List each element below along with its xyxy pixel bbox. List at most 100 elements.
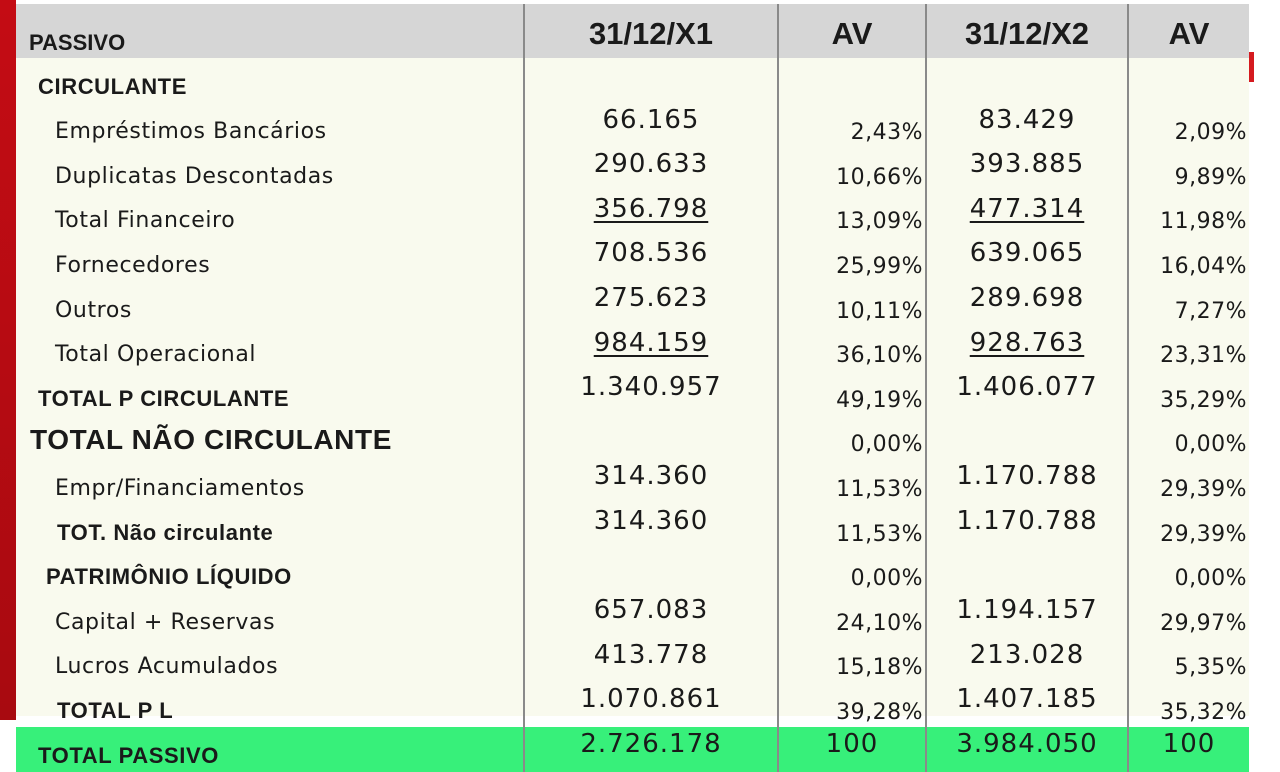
table-row: Fornecedores 708.536 25,99% 639.065 16,04% — [16, 236, 1249, 281]
value-x1: 275.623 — [523, 280, 778, 326]
value-x2: 477.314 — [925, 191, 1128, 237]
av-x2-text: 16,04% — [1160, 253, 1247, 279]
row-label-text: Empr/Financiamentos — [55, 475, 305, 501]
table-row: TOT. Não circulante 314.360 11,53% 1.170.78… — [16, 503, 1249, 549]
value-x1: 1.340.957 — [523, 370, 778, 415]
av-x1-text: 11,53% — [836, 476, 923, 502]
total-value-x2: 3.984.050 — [925, 726, 1128, 772]
header-date-x1: 31/12/X1 — [523, 4, 778, 58]
row-label: Total Financeiro — [16, 192, 524, 237]
value-x1-text: 984.159 — [593, 327, 709, 358]
header-av-x1: AV — [777, 4, 926, 58]
row-label: Total Operacional — [16, 326, 524, 371]
header-date-x2: 31/12/X2 — [925, 4, 1128, 58]
av-x1-text: 39,28% — [836, 699, 923, 725]
table-row: CIRCULANTE — [16, 58, 1249, 103]
value-x1-text: 66.165 — [602, 104, 700, 135]
table-row: TOTAL P CIRCULANTE 1.340.957 49,19% 1.406.0… — [16, 370, 1249, 415]
value-x2: 1.170.788 — [925, 503, 1128, 549]
av-x2-text: 7,27% — [1174, 298, 1247, 324]
av-x2-text: 0,00% — [1174, 432, 1247, 458]
table-row: Empréstimos Bancários 66.165 2,43% 83.429 2,… — [16, 102, 1249, 148]
row-label-text: PATRIMÔNIO LÍQUIDO — [46, 564, 292, 590]
value-x1: 314.360 — [523, 503, 778, 549]
table-row: TOTAL P L 1.070.861 39,28% 1.407.185 35,32% — [16, 682, 1249, 727]
right-accent-mark — [1248, 52, 1254, 82]
av-x1: 36,10% — [777, 325, 926, 371]
value-x2: 1.406.077 — [925, 370, 1128, 415]
value-x2: 639.065 — [925, 236, 1128, 281]
header-label: PASSIVO — [16, 4, 524, 58]
value-x1: 290.633 — [523, 147, 778, 192]
total-av-x1: 100 — [777, 726, 926, 772]
av-x1: 39,28% — [777, 682, 926, 727]
value-x2-text: 639.065 — [969, 238, 1085, 269]
av-x2: 5,35% — [1127, 637, 1249, 683]
liabilities-table: PASSIVO 31/12/X1 AV 31/12/X2 AV CIRCULAN… — [16, 4, 1249, 772]
total-value-x1: 2.726.178 — [523, 726, 778, 772]
value-x2: 1.194.157 — [925, 593, 1128, 638]
row-label-text: Duplicatas Descontadas — [55, 163, 334, 189]
row-label: Empr/Financiamentos — [16, 459, 524, 504]
value-x2 — [925, 548, 1128, 594]
av-x2: 35,29% — [1127, 370, 1249, 415]
av-x2-text: 11,98% — [1160, 209, 1247, 235]
row-label-text: Outros — [55, 297, 132, 323]
av-x1: 11,53% — [777, 503, 926, 549]
av-x2-text: 2,09% — [1174, 120, 1247, 146]
av-x1: 10,11% — [777, 280, 926, 326]
value-x1-text: 356.798 — [593, 193, 709, 224]
row-label: Outros — [16, 281, 524, 326]
table-row: Duplicatas Descontadas 290.633 10,66% 393.8… — [16, 147, 1249, 192]
value-x1: 314.360 — [523, 459, 778, 504]
av-x2: 2,09% — [1127, 102, 1249, 148]
av-x1: 10,66% — [777, 147, 926, 192]
value-x1-text: 657.083 — [593, 595, 709, 626]
value-x1-text: 314.360 — [593, 505, 709, 536]
av-x1-text: 0,00% — [850, 566, 923, 592]
total-av-x2: 100 — [1127, 726, 1249, 772]
row-label-text: Empréstimos Bancários — [55, 119, 327, 145]
header-av-x2: AV — [1127, 4, 1249, 58]
row-label-text: Lucros Acumulados — [55, 654, 279, 680]
av-x1-text: 10,11% — [836, 298, 923, 324]
row-label: Duplicatas Descontadas — [16, 147, 524, 192]
value-x2-text: 1.407.185 — [956, 684, 1098, 715]
av-x2: 16,04% — [1127, 236, 1249, 281]
av-x2-text: 35,32% — [1160, 699, 1247, 725]
av-x2: 29,39% — [1127, 459, 1249, 504]
right-margin — [1248, 0, 1280, 720]
row-label: TOT. Não circulante — [16, 504, 524, 549]
row-label: TOTAL P CIRCULANTE — [16, 370, 524, 415]
value-x1-text: 1.340.957 — [580, 372, 722, 403]
value-x1-text: 275.623 — [593, 282, 709, 313]
av-x1: 15,18% — [777, 637, 926, 683]
av-x1-text: 49,19% — [836, 387, 923, 413]
av-x1: 24,10% — [777, 593, 926, 638]
row-label: Fornecedores — [16, 236, 524, 281]
table-row: Total Financeiro 356.798 13,09% 477.314 11,9… — [16, 191, 1249, 237]
value-x2-text: 289.698 — [969, 282, 1085, 313]
av-x1-text: 10,66% — [836, 164, 923, 190]
av-x2: 11,98% — [1127, 191, 1249, 237]
av-x1-text: 24,10% — [836, 610, 923, 636]
value-x2-text: 1.170.788 — [956, 505, 1098, 536]
row-label-text: Total Financeiro — [55, 208, 236, 234]
row-label: CIRCULANTE — [16, 58, 524, 103]
value-x2-text: 928.763 — [969, 327, 1085, 358]
value-x1-text: 1.070.861 — [580, 684, 722, 715]
value-x1: 66.165 — [523, 102, 778, 148]
row-label-text: Capital + Reservas — [55, 609, 276, 635]
value-x1: 1.070.861 — [523, 682, 778, 727]
av-x2 — [1127, 58, 1249, 103]
av-x2-text: 5,35% — [1174, 655, 1247, 681]
av-x2-text: 29,39% — [1160, 476, 1247, 502]
row-label: Capital + Reservas — [16, 593, 524, 638]
av-x2: 0,00% — [1127, 414, 1249, 460]
value-x1-text: 290.633 — [593, 149, 709, 180]
value-x1: 708.536 — [523, 236, 778, 281]
table-row: TOTAL NÃO CIRCULANTE 0,00% 0,00% — [16, 414, 1249, 460]
av-x1-text: 15,18% — [836, 655, 923, 681]
balance-sheet: PASSIVO 31/12/X1 AV 31/12/X2 AV CIRCULAN… — [16, 4, 1249, 772]
value-x1-text: 708.536 — [593, 238, 709, 269]
